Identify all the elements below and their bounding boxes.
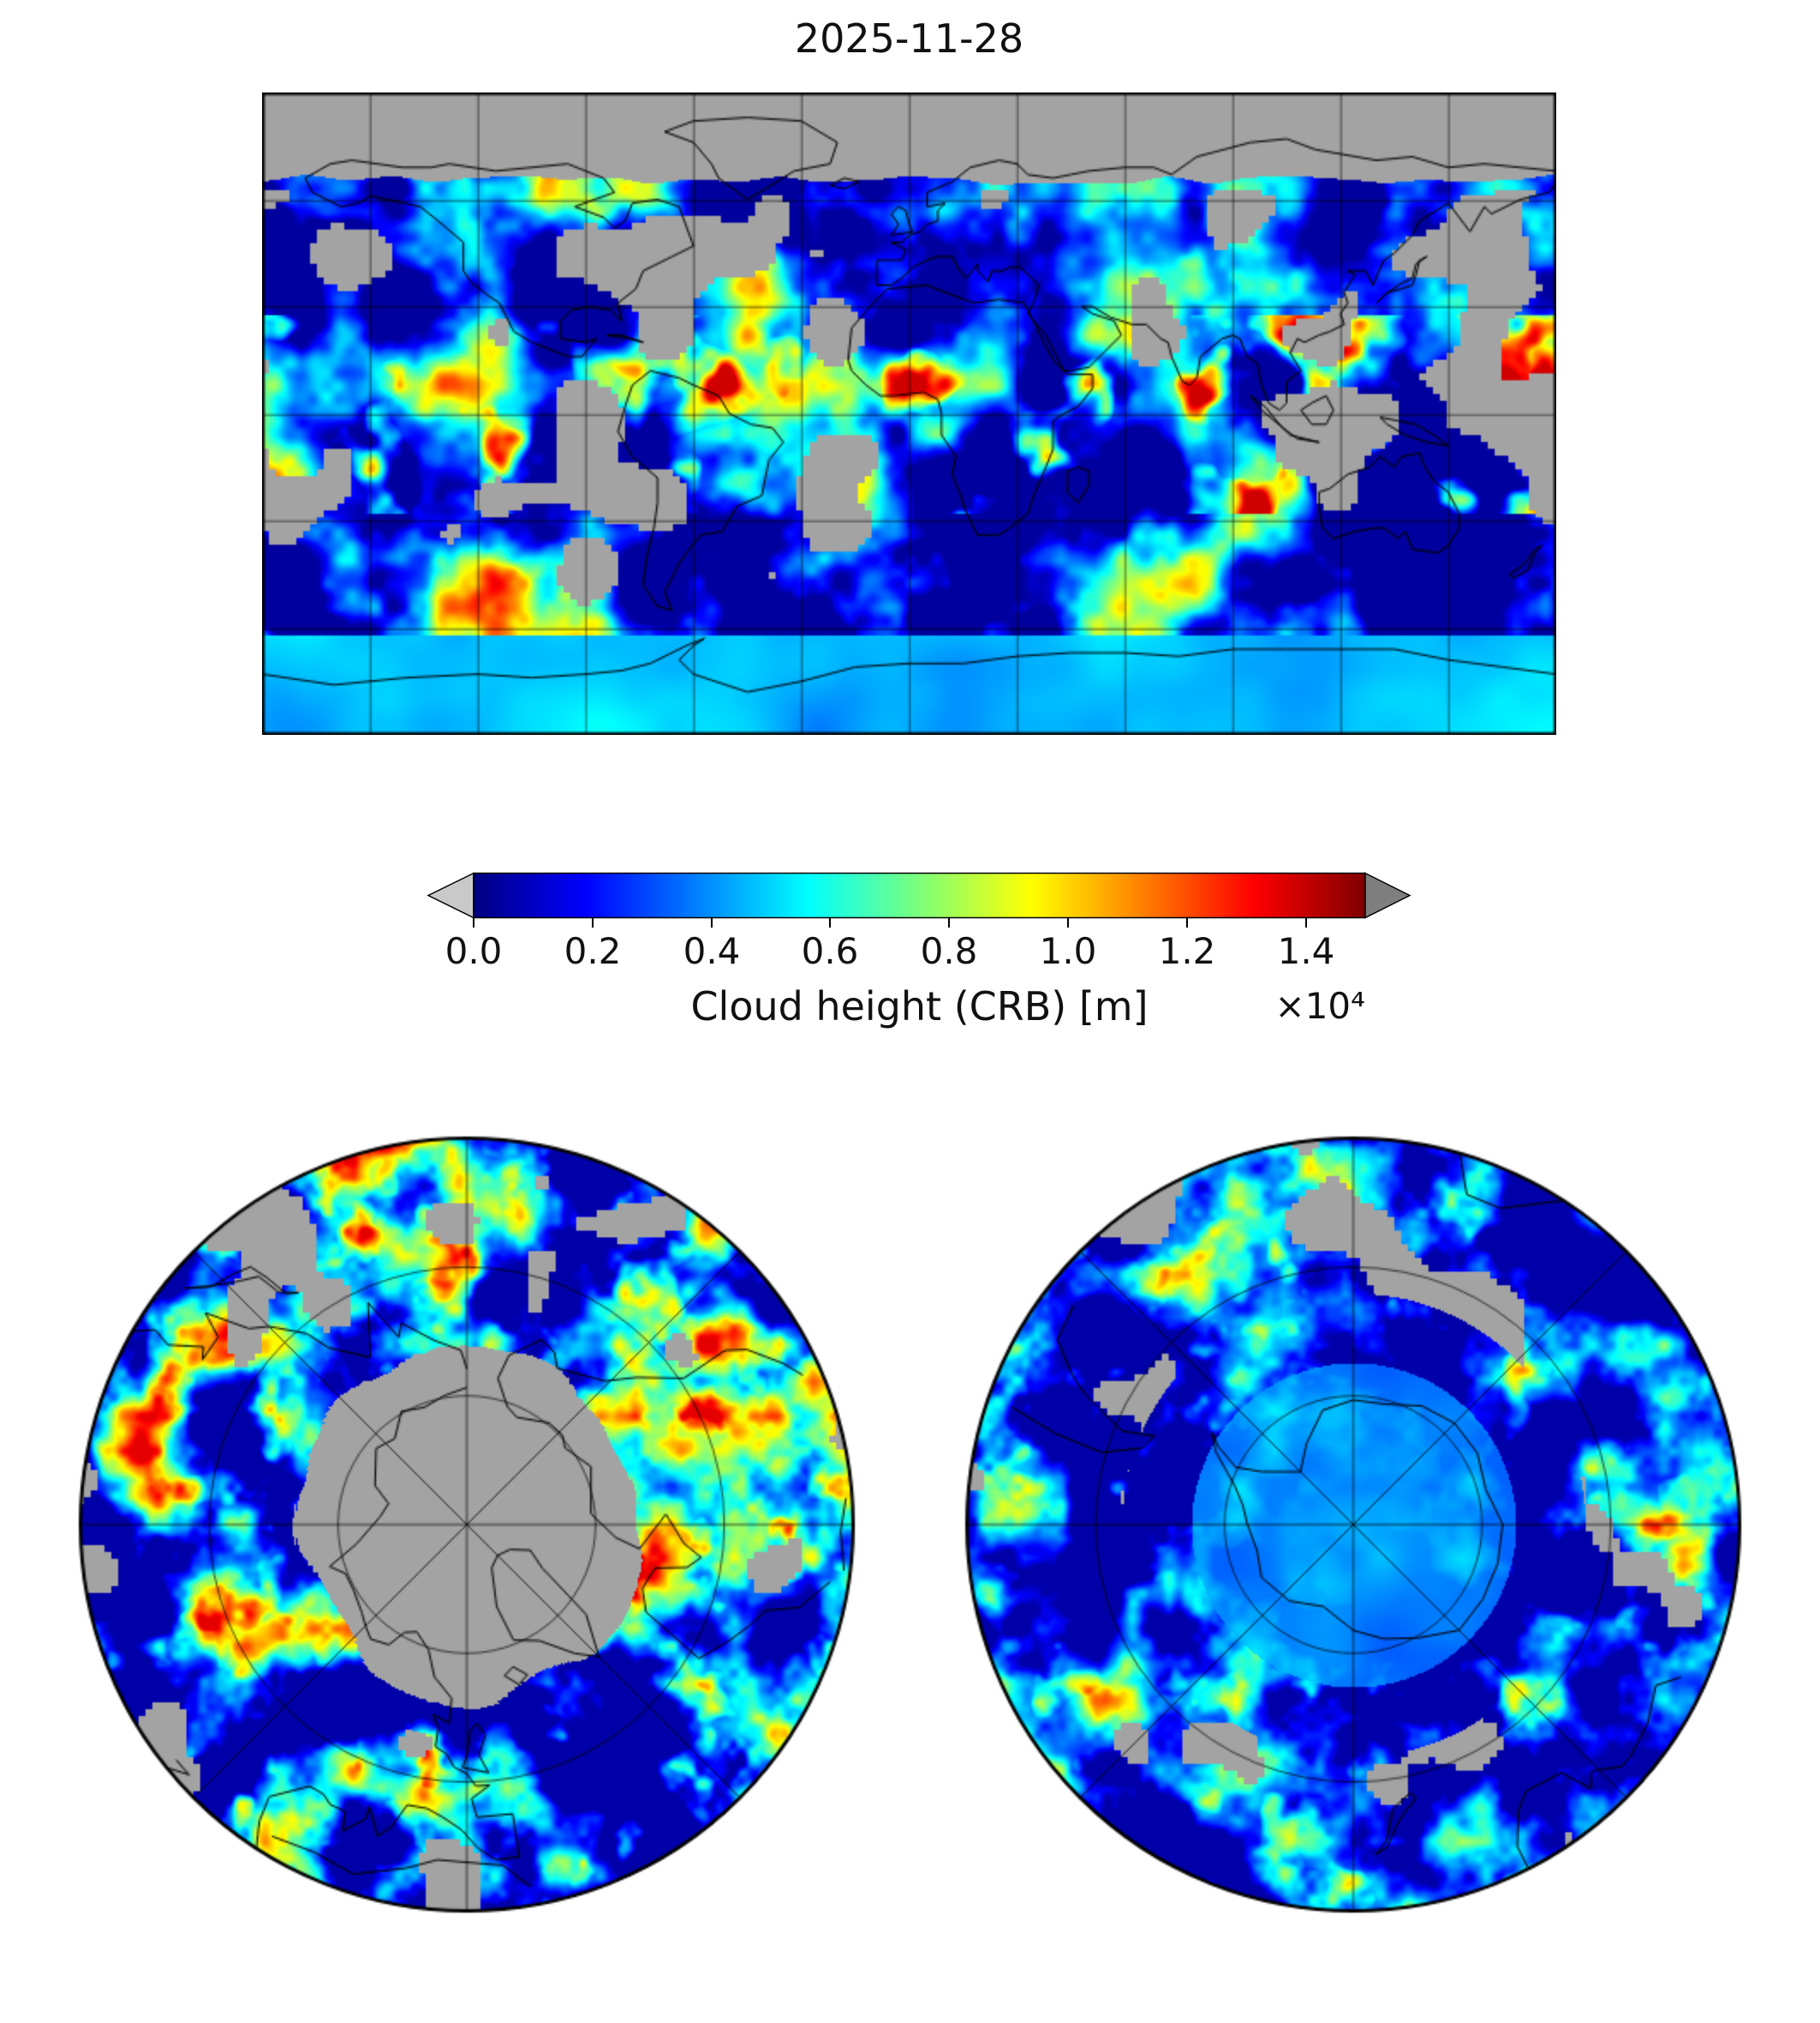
colorbar-label: Cloud height (CRB) [m]	[690, 983, 1149, 1029]
colorbar-gradient	[473, 872, 1366, 919]
colorbar-tick-label: 1.4	[1277, 930, 1335, 972]
colorbar-under-arrow	[427, 872, 474, 919]
colorbar-tick	[592, 918, 594, 928]
colorbar-tick-label: 0.0	[445, 930, 503, 972]
colorbar-tick	[711, 918, 713, 928]
colorbar-tick	[829, 918, 831, 928]
colorbar-tick	[1067, 918, 1069, 928]
colorbar-offset-text: ×10⁴	[1274, 985, 1365, 1027]
colorbar-tick	[1186, 918, 1188, 928]
colorbar-tick-label: 0.2	[564, 930, 622, 972]
colorbar-tick-label: 1.0	[1039, 930, 1097, 972]
colorbar-tick	[948, 918, 950, 928]
global-map	[262, 92, 1556, 735]
colorbar-tick-label: 0.6	[801, 930, 859, 972]
colorbar	[427, 872, 1411, 919]
colorbar-tick-label: 1.2	[1158, 930, 1216, 972]
south-polar-map	[964, 1135, 1743, 1914]
colorbar-over-arrow	[1364, 872, 1411, 919]
colorbar-tick	[473, 918, 474, 928]
north-polar-map	[77, 1135, 856, 1914]
colorbar-tick-label: 0.8	[920, 930, 978, 972]
colorbar-tick-label: 0.4	[683, 930, 741, 972]
figure-title: 2025-11-28	[794, 15, 1024, 62]
colorbar-tick	[1305, 918, 1307, 928]
